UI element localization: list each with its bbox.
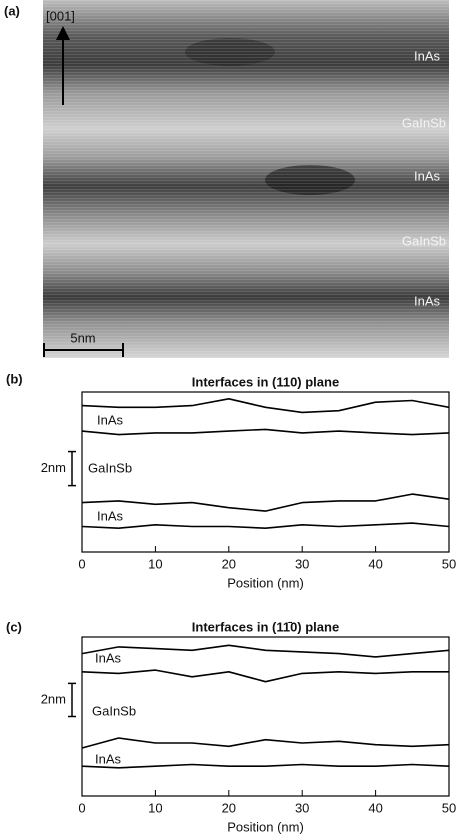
interface-line (81, 763, 450, 769)
x-tick-label: 0 (78, 556, 85, 571)
annotation: InAs (95, 751, 122, 766)
panel-label: (c) (6, 619, 22, 634)
panel-label: (a) (4, 3, 20, 18)
chart-title: Interfaces in (11̄0) plane (192, 619, 339, 634)
layer-label: InAs (414, 293, 441, 308)
interface-line (81, 398, 450, 414)
x-axis-label: Position (nm) (227, 819, 304, 834)
layer-label: InAs (414, 168, 441, 183)
x-tick-label: 50 (442, 556, 456, 571)
stm-image (43, 0, 449, 358)
scale-bar-label: 2nm (41, 460, 66, 475)
arrow-head (56, 26, 70, 40)
annotation: InAs (95, 650, 122, 665)
x-axis-label: Position (nm) (227, 575, 304, 590)
x-tick-label: 30 (295, 556, 309, 571)
layer-label: GaInSb (402, 233, 446, 248)
scale-bar-label: 2nm (41, 691, 66, 706)
interface-line (81, 669, 449, 683)
plot-frame (81, 636, 450, 797)
annotation: GaInSb (92, 703, 136, 718)
interface-line (81, 737, 450, 749)
direction-label: [001] (46, 8, 75, 23)
x-tick-label: 10 (148, 800, 162, 815)
layer-label: InAs (414, 48, 441, 63)
annotation: GaInSb (88, 460, 132, 475)
interface-line (81, 428, 450, 436)
x-tick-label: 0 (78, 800, 85, 815)
x-tick-label: 40 (368, 556, 382, 571)
x-tick-label: 40 (368, 800, 382, 815)
interface-line (81, 522, 450, 529)
x-tick-label: 20 (222, 556, 236, 571)
x-tick-label: 20 (222, 800, 236, 815)
plot-frame (81, 391, 450, 553)
image-texture (43, 0, 449, 358)
annotation: InAs (97, 508, 124, 523)
x-tick-label: 10 (148, 556, 162, 571)
chart-title: Interfaces in (110) plane (192, 374, 339, 389)
layer-label: GaInSb (402, 115, 446, 130)
interface-line (81, 493, 450, 512)
annotation: InAs (97, 412, 124, 427)
x-tick-label: 50 (442, 800, 456, 815)
scale-label: 5nm (70, 330, 95, 345)
panel-label: (b) (6, 371, 23, 386)
x-tick-label: 30 (295, 800, 309, 815)
interface-line (81, 644, 450, 658)
